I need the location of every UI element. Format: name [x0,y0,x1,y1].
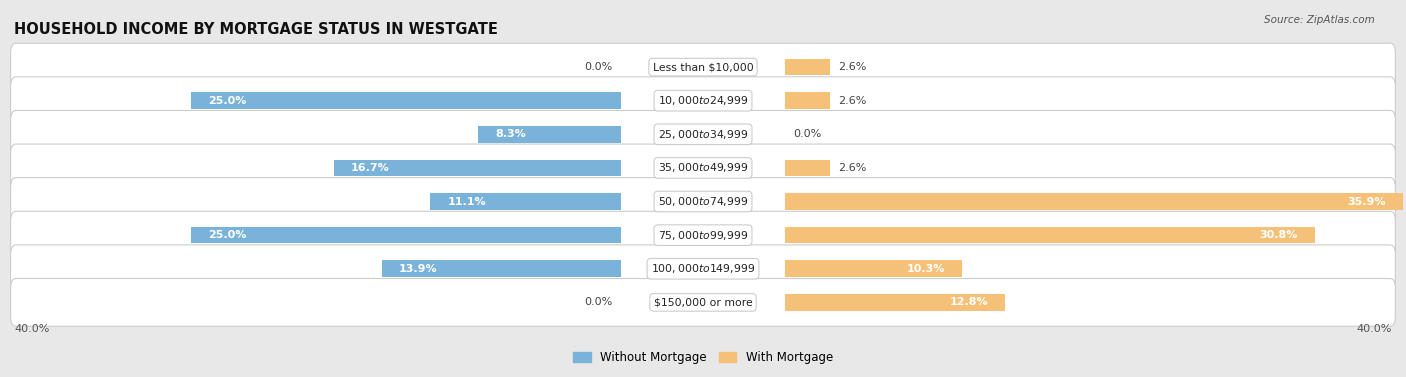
FancyBboxPatch shape [11,77,1395,124]
Bar [382,261,621,277]
Text: 0.0%: 0.0% [585,62,613,72]
FancyBboxPatch shape [11,245,1395,293]
Bar [785,261,962,277]
FancyBboxPatch shape [11,279,1395,326]
Text: 13.9%: 13.9% [399,264,437,274]
Text: 2.6%: 2.6% [838,62,866,72]
Text: $75,000 to $99,999: $75,000 to $99,999 [658,228,748,242]
FancyBboxPatch shape [11,211,1395,259]
Bar [333,159,621,176]
Bar [785,59,830,75]
Bar [785,92,830,109]
FancyBboxPatch shape [11,110,1395,158]
FancyBboxPatch shape [11,144,1395,192]
Text: Less than $10,000: Less than $10,000 [652,62,754,72]
Text: 16.7%: 16.7% [350,163,389,173]
Bar [785,227,1315,244]
Text: Source: ZipAtlas.com: Source: ZipAtlas.com [1264,15,1375,25]
Text: HOUSEHOLD INCOME BY MORTGAGE STATUS IN WESTGATE: HOUSEHOLD INCOME BY MORTGAGE STATUS IN W… [14,22,498,37]
Bar [785,193,1403,210]
Text: 0.0%: 0.0% [793,129,821,139]
Bar [478,126,621,143]
Text: $10,000 to $24,999: $10,000 to $24,999 [658,94,748,107]
Text: 40.0%: 40.0% [1357,323,1392,334]
Text: 2.6%: 2.6% [838,163,866,173]
Bar [191,92,621,109]
Text: $25,000 to $34,999: $25,000 to $34,999 [658,128,748,141]
Text: 0.0%: 0.0% [585,297,613,307]
Text: $150,000 or more: $150,000 or more [654,297,752,307]
Text: 12.8%: 12.8% [949,297,988,307]
Text: 10.3%: 10.3% [907,264,945,274]
Legend: Without Mortgage, With Mortgage: Without Mortgage, With Mortgage [568,346,838,369]
Text: 25.0%: 25.0% [208,96,246,106]
Bar [785,159,830,176]
Text: 35.9%: 35.9% [1347,196,1386,207]
Text: $35,000 to $49,999: $35,000 to $49,999 [658,161,748,175]
Text: 40.0%: 40.0% [14,323,49,334]
Text: 25.0%: 25.0% [208,230,246,240]
FancyBboxPatch shape [11,43,1395,91]
Text: $100,000 to $149,999: $100,000 to $149,999 [651,262,755,275]
Text: 2.6%: 2.6% [838,96,866,106]
Text: 8.3%: 8.3% [495,129,526,139]
Bar [785,294,1005,311]
Text: $50,000 to $74,999: $50,000 to $74,999 [658,195,748,208]
Text: 11.1%: 11.1% [447,196,486,207]
Bar [430,193,621,210]
Text: 30.8%: 30.8% [1260,230,1298,240]
Bar [191,227,621,244]
FancyBboxPatch shape [11,178,1395,225]
